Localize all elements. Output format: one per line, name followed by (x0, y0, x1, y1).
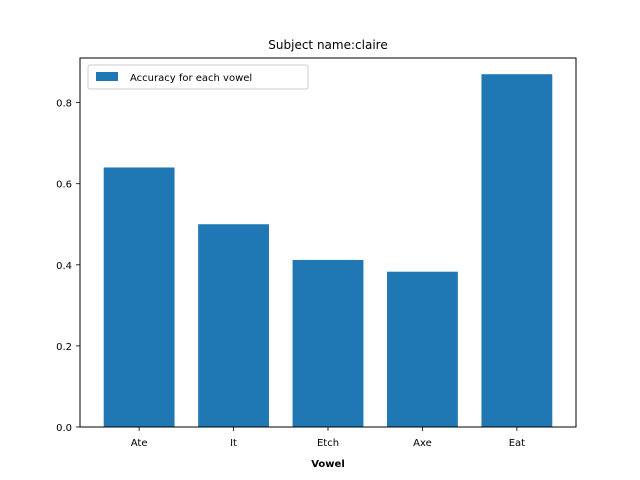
y-tick-label: 0.6 (56, 180, 72, 191)
y-axis: 0.0 0.2 0.4 0.6 0.8 (56, 99, 80, 434)
bar-ate (103, 167, 175, 428)
x-tick-label: Eat (509, 438, 525, 449)
plot-frame (79, 57, 577, 428)
bar-eat (481, 74, 553, 427)
chart-title: Subject name:claire (268, 38, 387, 52)
legend-label: Accuracy for each vowel (130, 73, 252, 84)
x-tick-label: Etch (317, 438, 339, 449)
y-tick-label: 0.2 (56, 342, 72, 353)
legend-swatch (96, 72, 118, 81)
bar-etch (292, 259, 364, 427)
legend-box (87, 64, 309, 90)
x-axis-label: Vowel (311, 459, 345, 470)
bars-group (103, 74, 553, 428)
x-tick-label: Axe (413, 438, 432, 449)
legend: Accuracy for each vowel (87, 64, 309, 90)
x-tick-label: It (230, 438, 237, 449)
y-tick-label: 0.4 (56, 261, 72, 272)
bar-axe (387, 271, 458, 427)
y-tick-label: 0.8 (56, 99, 72, 110)
x-tick-label: Ate (131, 438, 148, 449)
x-axis: Ate It Etch Axe Eat (131, 427, 525, 449)
bar-it (198, 224, 269, 427)
y-tick-label: 0.0 (56, 423, 72, 434)
